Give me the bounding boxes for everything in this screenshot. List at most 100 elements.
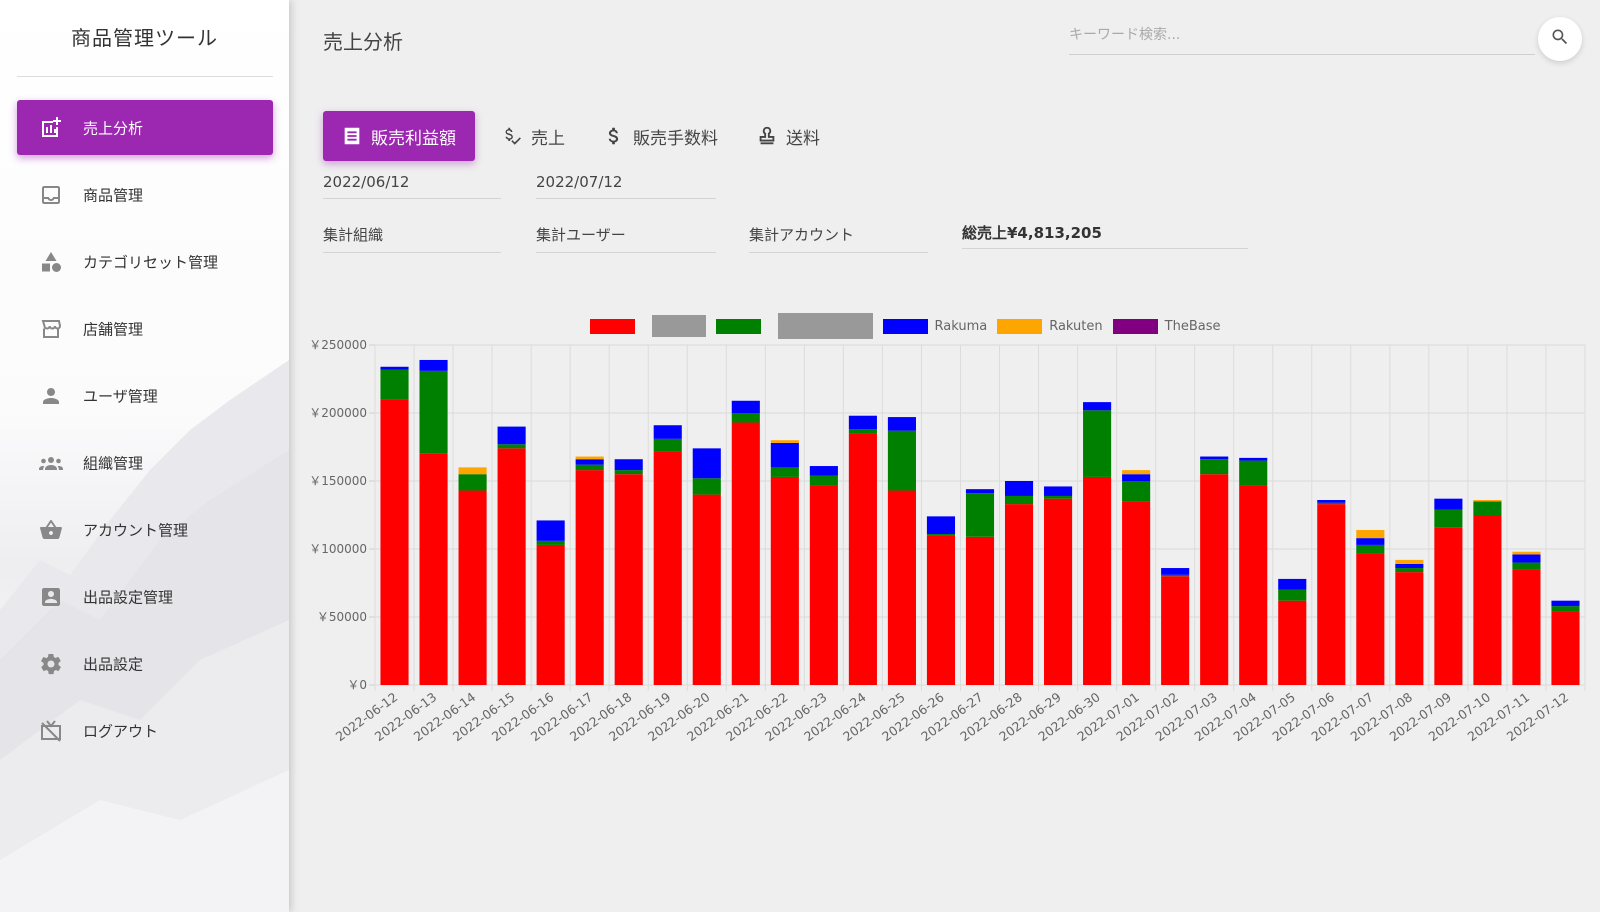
bar-segment [1044,486,1073,496]
account-select[interactable]: 集計アカウント [749,216,928,253]
bar-segment [1161,576,1190,685]
bar-segment [1317,502,1346,505]
bar-segment [497,426,526,445]
tab-profit[interactable]: 販売利益額 [323,111,475,161]
sidebar-item-label: 店舗管理 [83,320,144,338]
legend-item[interactable]: Rakuma [882,318,988,334]
tab-label: 送料 [786,128,820,149]
chart-add-icon [38,115,64,141]
tab-sales-fee[interactable]: 販売手数料 [591,111,730,161]
bar-segment [1434,509,1463,528]
search-icon [1550,27,1570,51]
legend-item[interactable]: Rakuten [997,318,1103,334]
sidebar-item-account-management[interactable]: アカウント管理 [17,502,273,557]
bar-segment [1434,527,1463,685]
bar-segment [575,470,604,685]
user-label: 集計ユーザー [536,225,626,244]
bar-segment [614,474,643,685]
store-icon [38,316,64,342]
sidebar-nav: 売上分析 商品管理 カテゴリセット管理 店舗管理 ユーザ管理 [17,100,273,770]
bar-segment [419,453,448,685]
y-tick-label: ￥150000 [309,474,367,488]
y-tick-label: ￥100000 [309,542,367,556]
bar-segment [1473,515,1502,685]
bar-segment [926,535,956,685]
bar-segment [1512,569,1541,685]
sidebar-item-label: ログアウト [83,722,159,740]
legend-item[interactable]: TheBase [1112,318,1220,334]
total-sales: 総売上¥4,813,205 [962,216,1248,249]
sidebar-item-category-set[interactable]: カテゴリセット管理 [17,234,273,289]
metric-tabs: 販売利益額 売上 販売手数料 送料 [323,111,846,161]
sidebar-item-label: アカウント管理 [83,521,189,539]
legend-item[interactable] [777,313,873,339]
bar-segment [1122,470,1151,475]
gear-icon [38,651,64,677]
sidebar-item-label: 組織管理 [83,454,144,472]
sidebar-item-user-management[interactable]: ユーザ管理 [17,368,273,423]
bar-segment [1512,554,1541,563]
bar-segment [848,415,877,430]
legend-swatch [651,315,706,337]
bar-segment [926,516,956,535]
search-button[interactable] [1538,17,1582,61]
sidebar-item-logout[interactable]: ログアウト [17,703,273,758]
bar-segment [653,451,682,685]
bar-segment [1356,553,1385,685]
bar-segment [575,464,604,471]
tab-label: 売上 [531,128,565,149]
tab-shipping[interactable]: 送料 [744,111,832,161]
sidebar-item-label: カテゴリセット管理 [83,253,219,271]
group-icon [38,450,64,476]
category-shapes-icon [38,249,64,275]
bar-segment [1278,589,1307,601]
legend-item[interactable] [715,318,768,334]
legend-item[interactable] [589,318,642,334]
user-select[interactable]: 集計ユーザー [536,216,716,253]
bar-segment [1356,538,1385,545]
start-date-field[interactable]: 2022/06/12 [323,166,501,199]
bar-segment [770,440,799,443]
sidebar-item-listing-settings[interactable]: 出品設定 [17,636,273,691]
bar-segment [536,540,565,545]
bar-segment [770,467,799,477]
bar-segment [731,400,760,413]
y-tick-label: ￥200000 [309,406,367,420]
page-title: 売上分析 [323,30,403,54]
bar-segment [965,493,995,537]
bar-segment [1239,457,1268,461]
bar-segment [419,370,448,454]
legend-item[interactable] [651,315,706,337]
account-label: 集計アカウント [749,225,855,244]
sidebar-item-product-management[interactable]: 商品管理 [17,167,273,222]
end-date-value: 2022/07/12 [536,173,623,191]
organization-label: 集計組織 [323,225,384,244]
bar-segment [692,448,721,479]
bar-segment [692,494,721,685]
search-input[interactable] [1069,20,1535,50]
legend-swatch [589,318,635,334]
bar-segment [380,366,409,370]
legend-label: Rakuma [934,318,988,334]
organization-select[interactable]: 集計組織 [323,216,501,253]
chart-legend: Rakuma Rakuten TheBase [105,313,1600,339]
bar-segment [1473,501,1502,515]
bar-segment [1551,600,1580,607]
bar-segment [1395,563,1424,569]
sidebar-item-label: ユーザ管理 [83,387,158,405]
sidebar-item-label: 商品管理 [83,186,144,204]
end-date-field[interactable]: 2022/07/12 [536,166,716,199]
sidebar-item-store-management[interactable]: 店舗管理 [17,301,273,356]
tv-off-icon [38,718,64,744]
bar-segment [380,399,409,685]
sidebar-item-organization-management[interactable]: 組織管理 [17,435,273,490]
sidebar-item-sales-analysis[interactable]: 売上分析 [17,100,273,155]
sidebar-item-listing-settings-management[interactable]: 出品設定管理 [17,569,273,624]
contact-card-icon [38,584,64,610]
tab-sales[interactable]: 売上 [489,111,577,161]
legend-swatch [997,318,1043,334]
bar-segment [536,520,565,541]
bar-segment [458,490,487,685]
bar-segment [809,466,838,476]
